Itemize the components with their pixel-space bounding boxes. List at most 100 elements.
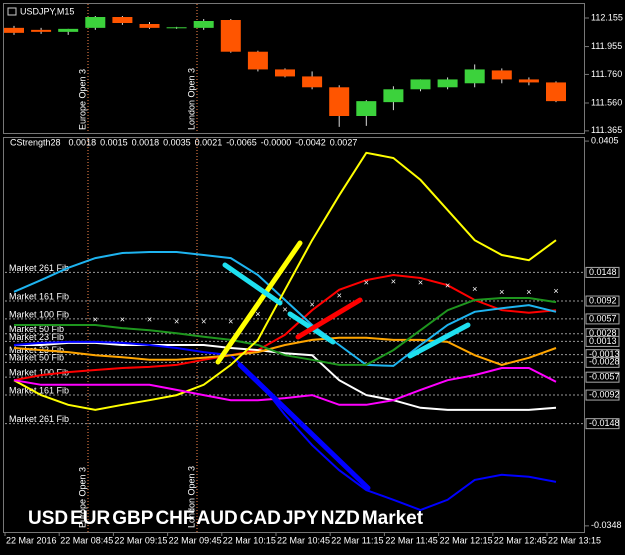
market-marker: × <box>337 290 342 300</box>
x-tick-label: 22 Mar 12:15 <box>440 535 493 545</box>
market-marker: × <box>445 281 450 291</box>
level-name: Market 50 Fib <box>9 324 64 334</box>
market-marker: × <box>120 314 125 324</box>
candle-body <box>356 101 377 116</box>
level-name: Market 50 Fib <box>9 353 64 363</box>
level-box <box>585 389 620 401</box>
strength-line <box>13 151 557 411</box>
level-value: 0.0013 <box>589 336 617 346</box>
indicator-reading: 0.0035 <box>163 137 191 147</box>
level-box <box>585 266 620 278</box>
legend-entry: JPY <box>283 508 319 529</box>
session-label: Europe Open 3 <box>77 467 87 528</box>
y-tick-label: 0.0405 <box>591 135 619 145</box>
level-name: Market 261 Fib <box>9 263 69 273</box>
indicator-reading: 0.0018 <box>132 137 160 147</box>
strength-line <box>14 297 557 366</box>
candle-body <box>166 27 187 29</box>
indicator-layer: Europe Open 3 London Open 3 CStrength28 0.0… <box>4 135 622 545</box>
level-name: Market 161 Fib <box>9 291 69 301</box>
candle-body <box>112 17 133 23</box>
level-box <box>585 335 620 347</box>
trend-stroke <box>222 262 283 306</box>
strength-line <box>13 340 557 512</box>
level-value: 0.0057 <box>589 313 617 323</box>
candle-body <box>247 51 268 70</box>
market-marker: × <box>174 316 179 326</box>
indicator-reading: -0.0065 <box>226 137 257 147</box>
market-marker: × <box>147 314 152 324</box>
x-tick-label: 22 Mar 08:45 <box>60 535 113 545</box>
level-box <box>585 295 620 307</box>
candle-body <box>437 79 458 88</box>
x-tick-label: 22 Mar 2016 <box>6 535 57 545</box>
legend-entry: CHF <box>155 508 194 529</box>
session-label: London Open 3 <box>186 466 196 528</box>
legend-entry: CAD <box>240 508 281 529</box>
candle-body <box>193 21 214 28</box>
legend: USD EUR GBP CHF AUD CAD JPY NZD Market <box>28 508 424 529</box>
x-tick-label: 22 Mar 10:45 <box>277 535 330 545</box>
level-name: Market 100 Fib <box>9 368 69 378</box>
trend-strokes <box>215 240 471 491</box>
level-box <box>585 313 620 325</box>
candle-body <box>410 79 431 90</box>
symbol-title: USDJPY,M15 <box>20 6 74 16</box>
legend-entry: NZD <box>321 508 360 529</box>
candle-body <box>546 82 566 102</box>
market-marker: × <box>391 276 396 286</box>
strength-line <box>13 336 557 366</box>
candle-body <box>58 28 79 32</box>
level-value: -0.0028 <box>589 357 620 367</box>
trend-stroke <box>237 362 371 491</box>
legend-entry: GBP <box>112 508 154 529</box>
level-name: Market 261 Fib <box>9 414 69 424</box>
trend-stroke <box>407 322 471 359</box>
strength-line <box>14 341 557 411</box>
market-marker: × <box>228 316 233 326</box>
level-value: -0.0013 <box>589 349 620 359</box>
candle-body <box>139 24 160 28</box>
market-marker: × <box>553 286 558 296</box>
indicator-reading: 0.0015 <box>100 137 128 147</box>
market-marker: × <box>93 314 98 324</box>
price-panel <box>3 3 585 134</box>
legend-entry: AUD <box>197 508 238 529</box>
candle-body <box>383 89 404 103</box>
indicator-reading: -0.0000 <box>261 137 292 147</box>
market-marker: × <box>309 299 314 309</box>
indicator-reading: 0.0021 <box>195 137 223 147</box>
legend-entry: USD <box>28 508 68 529</box>
x-tick-label: 22 Mar 11:15 <box>331 535 383 545</box>
y-tick-label: 111.365 <box>591 125 622 135</box>
y-tick-label: 112.155 <box>591 12 623 22</box>
y-tick-label: 111.760 <box>591 69 622 79</box>
symbol-icon <box>7 7 17 16</box>
market-marker: × <box>526 287 531 297</box>
candle-body <box>85 17 106 28</box>
trend-stroke <box>215 240 303 365</box>
market-marker: × <box>255 309 260 319</box>
strength-line <box>13 251 557 367</box>
trend-stroke <box>295 297 363 340</box>
y-tick-label: 111.560 <box>591 97 622 107</box>
level-box <box>585 356 620 368</box>
y-tick-label: -0.0348 <box>591 520 622 530</box>
market-marker: × <box>472 284 477 294</box>
x-tick-label: 22 Mar 12:45 <box>494 535 547 545</box>
level-value: -0.0148 <box>589 418 620 428</box>
level-name: Market 161 Fib <box>9 385 69 395</box>
x-tick-label: 22 Mar 10:15 <box>223 535 276 545</box>
x-tick-label: 22 Mar 09:15 <box>114 535 167 545</box>
level-box <box>585 371 620 383</box>
level-value: 0.0028 <box>589 328 617 338</box>
legend-entry: Market <box>362 508 424 529</box>
candle-body <box>302 76 323 88</box>
session-label: London Open 3 <box>186 68 196 130</box>
level-value: -0.0057 <box>589 372 620 382</box>
market-marker: × <box>201 316 206 326</box>
indicator-reading: -0.0042 <box>295 137 326 147</box>
candle-body <box>31 29 52 32</box>
candle-body <box>275 69 295 77</box>
